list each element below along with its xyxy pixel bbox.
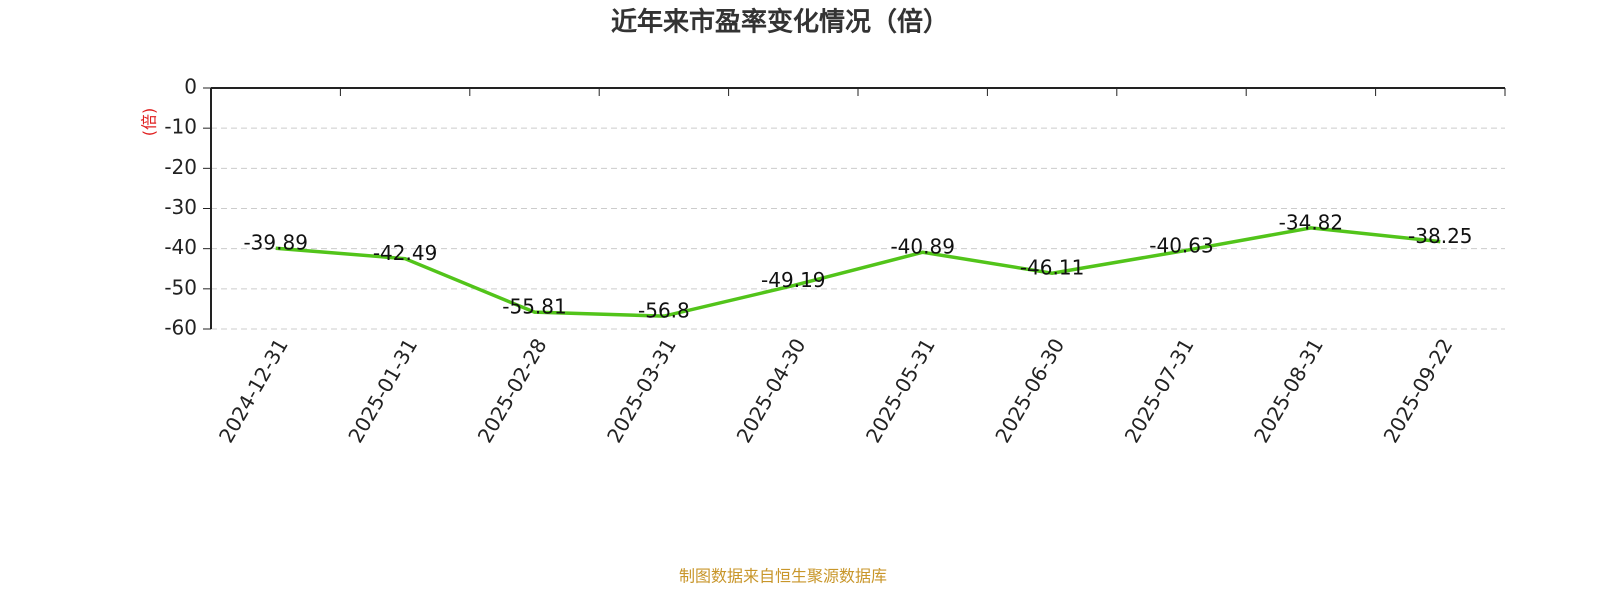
x-tick-label: 2025-05-31 (861, 334, 940, 447)
y-tick-label: -50 (164, 275, 197, 299)
x-tick-label: 2025-09-22 (1378, 334, 1457, 447)
x-tick-label: 2025-03-31 (602, 334, 681, 447)
y-tick-label: -30 (164, 195, 197, 219)
y-tick-label: -60 (164, 316, 197, 340)
y-tick-label: -10 (164, 115, 197, 139)
x-tick-label: 2025-04-30 (731, 334, 810, 447)
x-tick-label: 2025-06-30 (990, 334, 1069, 447)
data-label: -55.81 (502, 295, 566, 319)
data-label: -40.89 (890, 235, 954, 259)
chart-title: 近年来市盈率变化情况（倍） (611, 7, 949, 38)
data-label: -56.8 (638, 299, 690, 323)
y-tick-label: -40 (164, 235, 197, 259)
y-tick-label: -20 (164, 155, 197, 179)
y-tick-label: 0 (184, 75, 197, 99)
data-label: -40.63 (1149, 234, 1213, 258)
data-label: -34.82 (1279, 210, 1343, 234)
x-tick-label: 2025-01-31 (343, 334, 422, 447)
x-tick-label: 2025-02-28 (473, 334, 552, 447)
data-label: -39.89 (243, 231, 307, 255)
x-tick-label: 2025-07-31 (1120, 334, 1199, 447)
data-label: -42.49 (373, 241, 437, 265)
data-label: -49.19 (761, 268, 825, 292)
x-tick-label: 2024-12-31 (214, 334, 293, 447)
x-tick-label: 2025-08-31 (1249, 334, 1328, 447)
data-label: -46.11 (1020, 256, 1084, 280)
data-label: -38.25 (1408, 224, 1472, 248)
y-axis-label: (倍) (140, 108, 159, 137)
footer: 制图数据来自恒生聚源数据库 (679, 567, 887, 586)
series-line (275, 226, 1441, 318)
